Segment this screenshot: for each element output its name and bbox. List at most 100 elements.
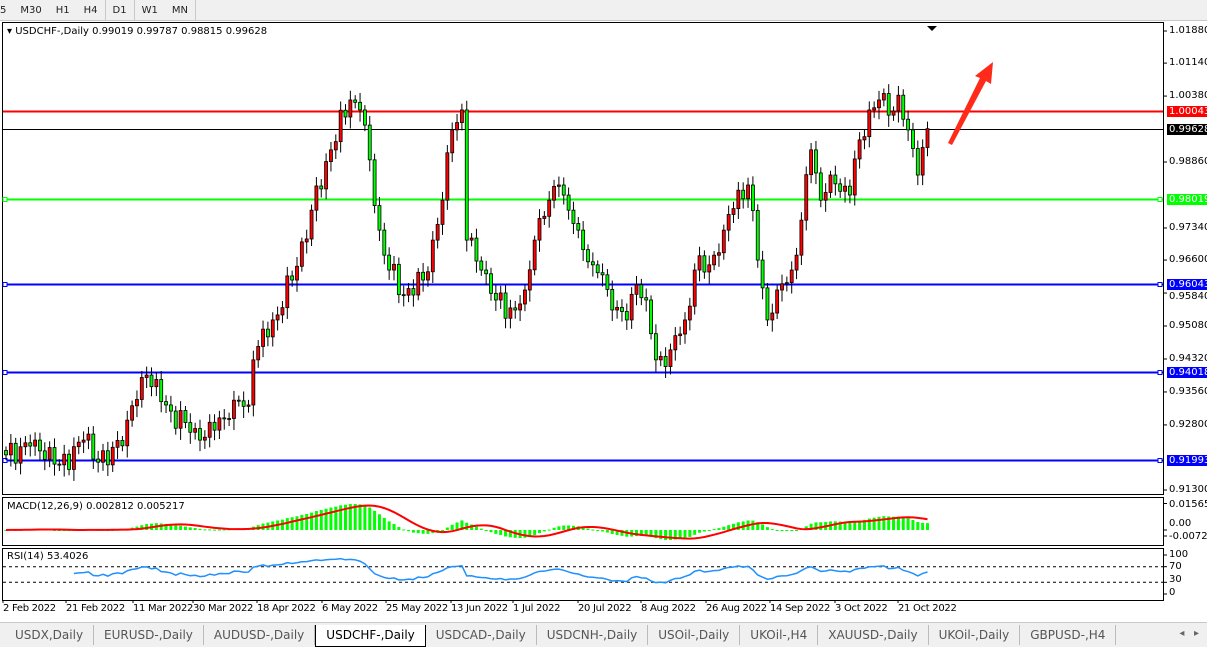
candle-body xyxy=(770,312,775,321)
macd-bar xyxy=(887,516,891,530)
chart-legend: ▾ USDCHF-,Daily 0.99019 0.99787 0.98815 … xyxy=(7,26,267,37)
candle-body xyxy=(697,255,702,271)
tab-usoil-daily[interactable]: USOil-,Daily xyxy=(648,625,741,645)
macd-bar xyxy=(712,529,716,531)
tab-ukoil-daily[interactable]: UKOil-,Daily xyxy=(929,625,1021,645)
timeframe-d1[interactable]: D1 xyxy=(104,0,134,21)
macd-bar xyxy=(639,530,643,536)
line-handle xyxy=(1157,282,1163,287)
tab-xauusd-daily[interactable]: XAUUSD-,Daily xyxy=(818,625,929,645)
timeframe-w1[interactable]: W1 xyxy=(133,0,165,21)
macd-bar xyxy=(295,516,299,530)
timeframe-h1[interactable]: H1 xyxy=(55,4,70,16)
macd-bar xyxy=(392,523,396,530)
tab-usdx-daily[interactable]: USDX,Daily xyxy=(5,625,95,645)
candle-body xyxy=(624,311,629,321)
candle-body xyxy=(586,249,590,263)
candle-body xyxy=(746,184,750,200)
line-handle xyxy=(2,282,8,287)
macd-bar xyxy=(756,522,760,530)
tab-audusd-daily[interactable]: AUDUSD-,Daily xyxy=(204,625,316,645)
candle-body xyxy=(227,418,232,420)
candle-body xyxy=(886,93,891,116)
candle-body xyxy=(309,209,314,240)
chart-tabs: USDX,Daily EURUSD-,Daily AUDUSD-,Daily USDC… xyxy=(0,622,1207,647)
candle-body xyxy=(751,184,755,211)
macd-bar xyxy=(193,527,197,530)
candle-body xyxy=(809,149,813,176)
macd-bar xyxy=(896,516,900,530)
candle-body xyxy=(304,238,309,243)
tab-prev-icon[interactable]: ◂ xyxy=(1179,628,1185,639)
date-tick-label: 14 Sep 2022 xyxy=(770,603,831,614)
candle-body xyxy=(62,453,67,466)
macd-bar xyxy=(591,529,595,531)
candle-body xyxy=(484,269,489,275)
candle-body xyxy=(159,379,164,403)
date-tick-label: 20 Jul 2022 xyxy=(578,603,632,614)
candle-body xyxy=(72,446,76,470)
macd-bar xyxy=(450,524,454,530)
timeframe-h4[interactable]: H4 xyxy=(83,4,98,16)
macd-tick-label: -0.007259 xyxy=(1169,531,1207,542)
candle-body xyxy=(154,379,159,388)
candle-body xyxy=(319,185,324,190)
tab-gbpusd-h4[interactable]: GBPUSD-,H4 xyxy=(1020,625,1117,645)
tab-next-icon[interactable]: ▸ xyxy=(1193,628,1199,639)
candle-body xyxy=(86,433,91,441)
tab-usdcad-daily[interactable]: USDCAD-,Daily xyxy=(426,625,537,645)
date-tick-label: 21 Oct 2022 xyxy=(898,603,957,614)
macd-bar xyxy=(596,530,600,531)
macd-tick-label: 0.00 xyxy=(1169,518,1192,529)
candle-body xyxy=(52,447,57,465)
macd-bar xyxy=(698,530,702,533)
macd-bar xyxy=(736,522,740,530)
candle-body xyxy=(459,109,464,123)
price-tick-label: 0.98860 xyxy=(1169,156,1207,168)
legend-menu-icon[interactable]: ▾ xyxy=(7,26,13,37)
tab-eurusd-daily[interactable]: EURUSD-,Daily xyxy=(94,625,204,645)
candle-body xyxy=(125,419,130,447)
candle-body xyxy=(620,306,624,312)
macd-bar xyxy=(620,530,624,536)
macd-bar xyxy=(179,525,183,530)
timeframe-m5[interactable]: 5 xyxy=(0,4,7,16)
timeframe-m30[interactable]: M30 xyxy=(20,4,42,16)
candle-body xyxy=(406,288,411,296)
candle-body xyxy=(663,355,668,367)
price-chart[interactable] xyxy=(0,0,1207,622)
tab-usdchf-daily[interactable]: USDCHF-,Daily xyxy=(315,625,426,647)
candle-body xyxy=(261,328,265,347)
macd-bar xyxy=(707,530,711,531)
candle-body xyxy=(566,194,571,211)
candle-body xyxy=(595,264,600,274)
candle-body xyxy=(23,442,28,448)
main-pane-frame xyxy=(2,22,1164,495)
macd-bar xyxy=(533,530,537,536)
candle-body xyxy=(246,404,251,407)
macd-bar xyxy=(552,527,556,530)
candle-body xyxy=(33,439,37,447)
candle-body xyxy=(867,109,872,138)
timeframe-mn[interactable]: MN xyxy=(171,4,188,16)
candle-body xyxy=(372,159,377,206)
tab-usdcnh-daily[interactable]: USDCNH-,Daily xyxy=(537,625,649,645)
macd-bar xyxy=(562,525,566,530)
macd-bar xyxy=(314,510,318,530)
macd-bar xyxy=(795,530,799,531)
macd-bar xyxy=(416,530,420,534)
candle-body xyxy=(212,421,217,431)
date-tick-label: 18 Apr 2022 xyxy=(257,603,316,614)
candle-body xyxy=(324,161,329,190)
candle-body xyxy=(823,192,828,201)
candle-body xyxy=(435,223,440,241)
candle-body xyxy=(780,283,784,291)
price-tick-label: 0.95840 xyxy=(1169,290,1207,302)
candle-body xyxy=(731,208,736,215)
macd-bar xyxy=(751,520,755,530)
tab-ukoil-h4[interactable]: UKOil-,H4 xyxy=(740,625,819,645)
macd-bar xyxy=(877,516,881,530)
price-tick-label: 0.92800 xyxy=(1169,418,1207,430)
candle-body xyxy=(168,404,173,412)
price-tick-label: 1.00380 xyxy=(1169,90,1207,102)
